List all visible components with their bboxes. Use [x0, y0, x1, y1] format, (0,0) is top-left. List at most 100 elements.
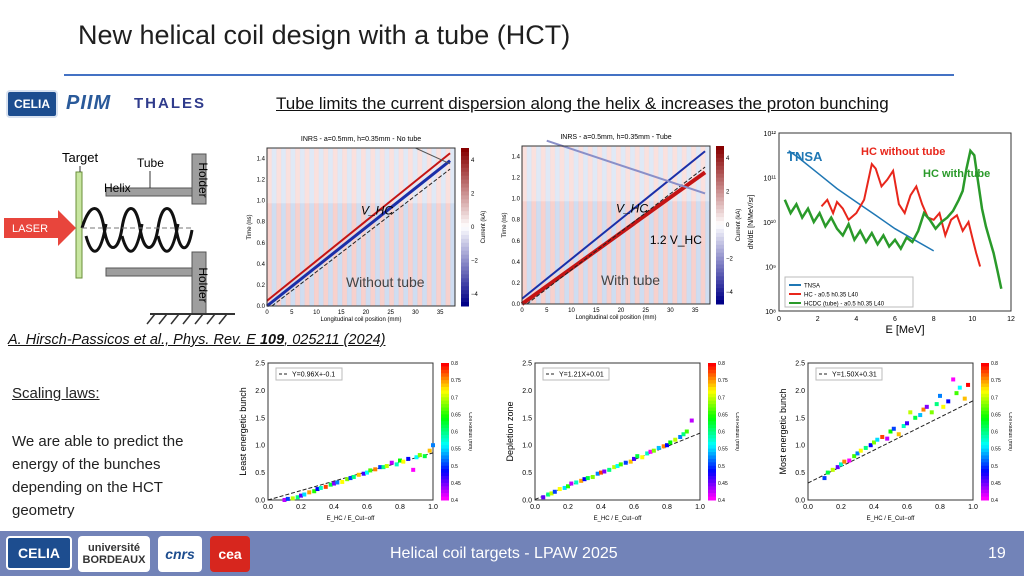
colorbar-cell [708, 393, 716, 398]
colorbar-cell [708, 462, 716, 467]
tube-top [105, 187, 193, 197]
heatmap-band [375, 148, 381, 306]
data-point [612, 465, 617, 470]
colorbar-cell [708, 383, 716, 388]
data-point [835, 465, 840, 470]
colorbar-cell [716, 236, 724, 242]
colorbar-cell [708, 376, 716, 381]
colorbar-cell [716, 161, 724, 167]
colorbar-cell [708, 493, 716, 498]
data-point [595, 471, 600, 476]
heatmap-band [569, 146, 575, 304]
colorbar-cell [708, 386, 716, 391]
data-point [431, 443, 435, 448]
colorbar-cell [441, 493, 449, 498]
y-tick-label: 1.0 [795, 443, 805, 450]
colorbar-cell [441, 441, 449, 446]
heatmap-band [436, 148, 442, 306]
heatmap-fade [522, 146, 710, 202]
data-point [552, 489, 557, 494]
colorbar-tick: 0.55 [451, 447, 461, 453]
colorbar-cell [981, 417, 989, 422]
heatmap-band [426, 148, 432, 306]
heatmap-band [592, 146, 598, 304]
vhc-dashed-line [526, 166, 706, 305]
y-tick-label: 1.5 [255, 415, 265, 422]
colorbar-cell [461, 286, 469, 291]
data-point [822, 476, 827, 481]
hc-without-annotation: HC without tube [861, 146, 945, 158]
colorbar-cell [708, 404, 716, 409]
data-point [665, 443, 669, 448]
x-tick-label: 10 [968, 316, 976, 323]
colorbar-cell [708, 434, 716, 439]
colorbar-cell [461, 278, 469, 283]
fit-legend-label: Y=1.21X+0.01 [559, 372, 604, 379]
heatmap-band [550, 146, 556, 304]
data-point [938, 393, 942, 398]
colorbar-cell [716, 228, 724, 234]
heatmap-band [639, 146, 645, 304]
y-axis-label: Time (ns) [502, 212, 508, 237]
heatmap-band [653, 146, 659, 304]
heatmap-band [323, 148, 329, 306]
colorbar-cell [716, 284, 724, 289]
scaling-description: We are able to predict the energy of the… [12, 433, 184, 519]
y-tick-label: 1.0 [255, 443, 265, 450]
heatmap-band [309, 148, 315, 306]
data-point [651, 448, 656, 453]
colorbar-cell [441, 482, 449, 487]
heatmap-band [393, 148, 400, 306]
heatmap-band [658, 146, 664, 304]
laser-label: LASER [12, 223, 48, 235]
colorbar-cell [716, 252, 724, 258]
x-tick-label: 0.6 [629, 504, 639, 511]
colorbar-tick: 0.7 [718, 395, 725, 401]
data-point [582, 477, 587, 482]
y-tick-label: 0.6 [512, 239, 521, 245]
y-tick-label: 2.0 [255, 388, 265, 395]
citation-authors: A. Hirsch-Passicos et al., Phys. Rev. E [8, 332, 260, 348]
colorbar-cell [708, 472, 716, 477]
colorbar-cell [461, 203, 469, 208]
data-point [315, 487, 320, 492]
colorbar [441, 363, 449, 501]
x-tick-label: 0.6 [902, 504, 912, 511]
colorbar-cell [441, 465, 449, 470]
colorbar-cell [461, 234, 469, 240]
universite-logo-line2: BORDEAUX [82, 554, 146, 566]
y-tick-label: 10¹⁰ [763, 219, 776, 227]
colorbar-cell [981, 369, 989, 374]
heatmap-band [695, 146, 702, 304]
heatmap-fade [267, 148, 455, 204]
heatmap-band [616, 146, 622, 304]
colorbar-cell [441, 407, 449, 412]
colorbar-tick: 0.8 [991, 361, 998, 367]
colorbar-cell [441, 472, 449, 477]
colorbar-cell [981, 404, 989, 409]
x-tick-label: 15 [338, 310, 345, 316]
data-point [934, 402, 939, 407]
target-foil [75, 171, 83, 279]
colorbar-cell [461, 282, 469, 287]
y-tick-label: 0.0 [522, 498, 532, 505]
colorbar-tick: 0.65 [991, 412, 1001, 418]
colorbar-cell [441, 434, 449, 439]
heatmap-band [672, 146, 678, 304]
colorbar-cell [708, 363, 716, 367]
colorbar-cell [461, 179, 469, 185]
heatmap-band [271, 148, 277, 306]
colorbar-tick: 0.45 [718, 481, 728, 487]
colorbar-cell [716, 153, 724, 159]
heatmap-band [634, 146, 640, 304]
heatmap-band [522, 146, 528, 304]
fit-legend-box [275, 367, 343, 381]
vhc-12-annotation: 1.2 V_HC [650, 233, 702, 247]
colorbar-cell [716, 209, 724, 214]
colorbar-cell [716, 201, 724, 206]
colorbar-cell [981, 431, 989, 436]
colorbar-cell [708, 445, 716, 450]
legend-entry: TNSA [804, 284, 820, 290]
y-tick-label: 1.0 [522, 443, 532, 450]
data-point [888, 429, 893, 434]
